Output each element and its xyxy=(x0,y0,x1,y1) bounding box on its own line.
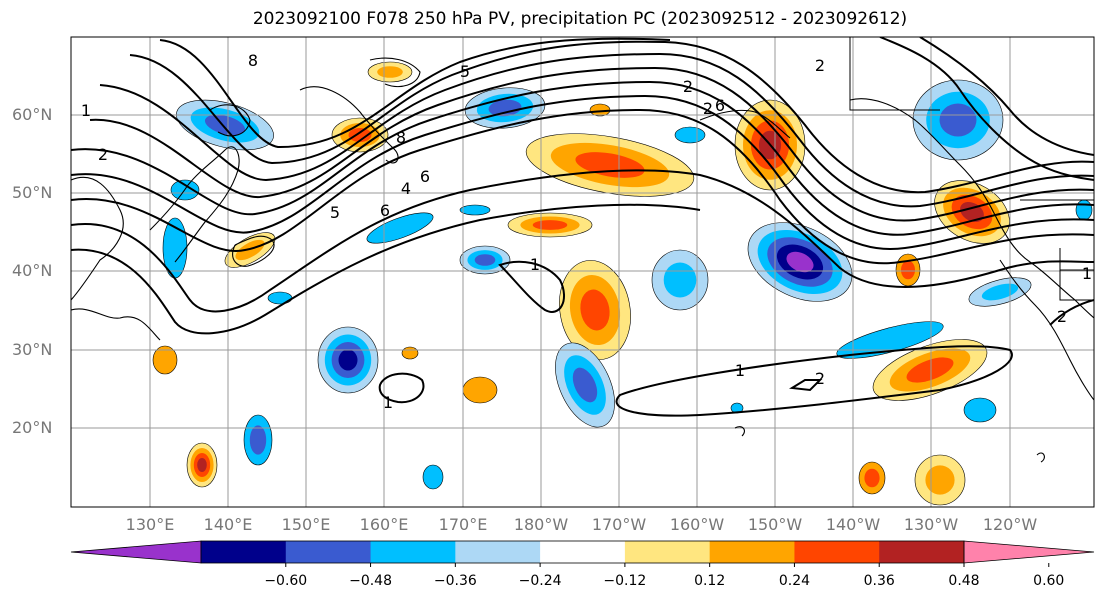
colorbar-segment xyxy=(709,541,795,563)
colorbar xyxy=(70,540,1095,567)
anomaly-blob xyxy=(674,126,706,144)
lon-label: 140°W xyxy=(825,515,881,534)
contour-label: 2 xyxy=(815,369,825,388)
contour-label: 2 xyxy=(98,145,108,164)
anomaly-blob xyxy=(366,212,434,244)
contour-label: 2 xyxy=(1057,307,1067,326)
anomaly-blob xyxy=(422,464,444,490)
anomaly-blob xyxy=(267,291,293,305)
colorbar-segment xyxy=(201,541,287,563)
colorbar-segment xyxy=(794,541,880,563)
contour-label: 8 xyxy=(248,51,258,70)
colorbar-tick-label: −0.36 xyxy=(433,573,477,589)
contour-label: 6 xyxy=(420,167,430,186)
lat-label: 20°N xyxy=(12,418,53,437)
colorbar-segment xyxy=(540,541,626,563)
map-title: 2023092100 F078 250 hPa PV, precipitatio… xyxy=(252,9,908,29)
anomaly-blob xyxy=(559,260,631,360)
contour-label: 2 xyxy=(703,99,713,118)
anomaly-blob xyxy=(912,79,1004,161)
colorbar-segment xyxy=(879,541,965,563)
anomaly-blob xyxy=(747,222,853,302)
colorbar-extend-max xyxy=(963,540,1095,564)
lon-label: 130°E xyxy=(125,515,175,534)
anomaly-blob xyxy=(224,232,276,268)
contour-label: 8 xyxy=(396,128,406,147)
lon-label: 130°W xyxy=(903,515,959,534)
colorbar-tick-label: −0.12 xyxy=(603,573,647,589)
lon-label: 140°E xyxy=(203,515,253,534)
colorbar-tick-label: −0.60 xyxy=(264,573,308,589)
contour-label: 6 xyxy=(380,201,390,220)
lon-label: 160°W xyxy=(669,515,725,534)
colorbar-segment xyxy=(370,541,456,563)
contour-label: 2 xyxy=(815,56,825,75)
anomaly-blob xyxy=(317,326,379,394)
anomaly-blob xyxy=(651,249,709,311)
colorbar-tick-label: 0.48 xyxy=(948,573,980,589)
colorbar-extend-min xyxy=(70,540,202,564)
colorbar-segment xyxy=(624,541,711,563)
contour-label: 1 xyxy=(81,101,91,120)
anomaly-blob xyxy=(367,61,413,83)
anomaly-blob xyxy=(401,346,419,360)
contour-label: 1 xyxy=(383,393,393,412)
lon-label: 170°W xyxy=(591,515,647,534)
contour-label: 6 xyxy=(715,96,725,115)
lat-label: 60°N xyxy=(12,105,53,124)
anomaly-blob xyxy=(858,461,886,495)
colorbar-tick-label: −0.24 xyxy=(518,573,562,589)
anomaly-blob xyxy=(243,414,273,466)
map-border xyxy=(70,36,1095,508)
contour-label: 1 xyxy=(530,255,540,274)
anomaly-blob xyxy=(555,342,615,428)
lon-label: 180°W xyxy=(513,515,569,534)
anomaly-blob xyxy=(1075,199,1093,221)
lon-label: 160°E xyxy=(359,515,409,534)
anomaly-blob xyxy=(872,339,988,401)
anomaly-blob xyxy=(507,212,593,238)
anomaly-blob xyxy=(186,442,218,488)
lat-label: 50°N xyxy=(12,183,53,202)
anomaly-blob xyxy=(459,204,491,216)
colorbar-tick-label: 0.36 xyxy=(863,573,895,589)
contour-label: 1 xyxy=(735,361,745,380)
anomaly-blob xyxy=(963,397,997,423)
anomaly-blob xyxy=(934,180,1010,244)
lon-label: 120°W xyxy=(982,515,1038,534)
lon-label: 150°W xyxy=(747,515,803,534)
contour-label: 4 xyxy=(401,179,411,198)
contour-label: 1 xyxy=(1082,264,1092,283)
pv-contours xyxy=(71,37,1094,417)
colorbar-segment xyxy=(285,541,372,563)
colorbar-tick-label: 0.24 xyxy=(778,573,811,589)
anomaly-blob xyxy=(914,454,966,506)
colorbar-tick-label: 0.12 xyxy=(694,573,726,589)
anomaly-blob xyxy=(968,277,1032,307)
anomaly-blob xyxy=(462,376,498,404)
contour-label: 5 xyxy=(460,62,470,81)
contour-label: 2 xyxy=(683,77,693,96)
anomaly-blob xyxy=(459,245,511,275)
lon-label: 150°E xyxy=(281,515,331,534)
contour-label: 5 xyxy=(330,203,340,222)
lat-label: 30°N xyxy=(12,340,53,359)
political-boundaries xyxy=(849,37,1094,301)
colorbar-tick-label: 0.60 xyxy=(1033,573,1065,589)
colorbar-tick-label: −0.48 xyxy=(349,573,392,589)
lat-label: 40°N xyxy=(12,261,53,280)
colorbar-segment xyxy=(455,541,541,563)
lon-label: 170°E xyxy=(438,515,488,534)
anomaly-blob xyxy=(152,345,178,375)
